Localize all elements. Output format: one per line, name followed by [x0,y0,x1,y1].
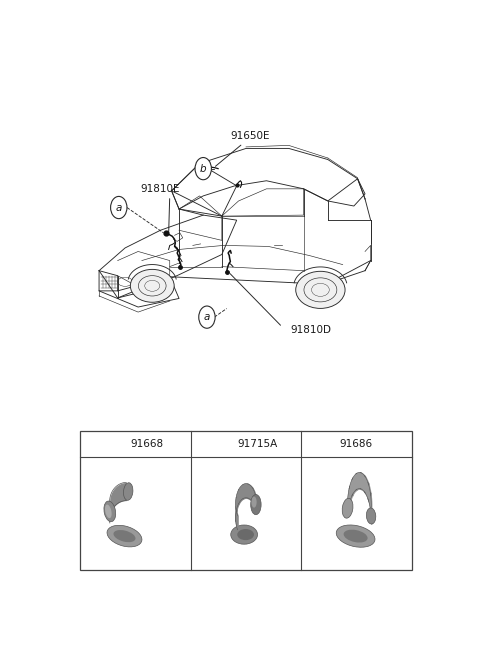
Ellipse shape [342,499,353,518]
Ellipse shape [251,495,261,515]
Circle shape [198,434,212,453]
Ellipse shape [231,525,258,544]
Circle shape [199,306,215,328]
Text: 91810E: 91810E [140,184,180,194]
Ellipse shape [336,525,375,547]
Text: 91810D: 91810D [290,325,331,335]
Ellipse shape [104,501,116,522]
Ellipse shape [366,508,376,524]
Ellipse shape [344,529,368,543]
Ellipse shape [237,529,254,540]
Text: b: b [200,163,206,174]
Circle shape [87,434,102,453]
Text: 91715A: 91715A [237,439,277,449]
FancyBboxPatch shape [81,431,411,569]
Ellipse shape [107,525,142,547]
Circle shape [195,157,211,180]
Ellipse shape [113,530,135,542]
Ellipse shape [123,483,133,501]
Text: a: a [116,203,122,213]
Text: 91686: 91686 [340,439,373,449]
Ellipse shape [296,272,345,308]
Text: a: a [204,312,210,322]
Ellipse shape [105,504,112,518]
Text: a: a [92,439,97,449]
Text: 91668: 91668 [130,439,163,449]
Text: 91650E: 91650E [230,131,269,141]
Text: b: b [202,439,208,449]
Circle shape [110,196,127,218]
Ellipse shape [131,270,174,302]
Ellipse shape [252,497,257,508]
